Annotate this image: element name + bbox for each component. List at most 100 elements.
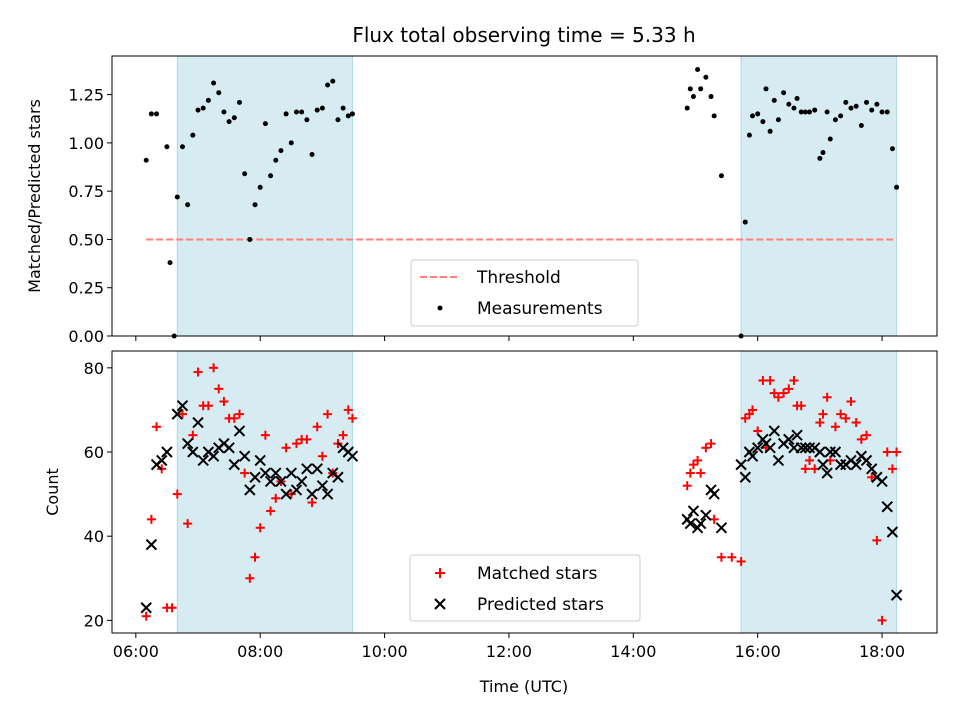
matched-stars-point — [696, 468, 706, 478]
x-stroke-b — [799, 442, 812, 454]
x-stroke-b — [207, 450, 220, 462]
predicted-stars-point — [751, 442, 764, 454]
x-stroke-b — [795, 442, 807, 454]
measurement-point — [216, 90, 222, 96]
count-y-axis: 20 40 60 80 — [84, 359, 112, 630]
shaded-interval — [740, 350, 898, 634]
predicted-stars-point — [207, 450, 220, 462]
x-stroke-b — [715, 522, 728, 534]
matched-stars-point — [862, 430, 872, 440]
measurement-point — [894, 184, 900, 190]
predicted-stars-point — [301, 463, 313, 475]
x-stroke-b — [768, 425, 780, 437]
measurement-point — [174, 194, 180, 200]
matched-stars-point — [877, 615, 887, 625]
measurement-point — [268, 173, 274, 179]
predicted-stars-point — [865, 463, 878, 475]
x-tick-label: 12:00 — [486, 642, 532, 661]
predicted-stars-point — [834, 458, 847, 471]
matched-stars-point — [769, 388, 779, 398]
matched-stars-point — [822, 392, 832, 402]
measurement-point — [185, 202, 191, 208]
y-tick-label: 0.50 — [68, 230, 104, 249]
matched-stars-point — [892, 447, 902, 457]
predicted-stars-point — [270, 467, 282, 479]
x-stroke-b — [346, 450, 359, 462]
measurement-point — [314, 107, 320, 113]
x-stroke-b — [270, 467, 282, 479]
matched-stars-point — [693, 455, 703, 465]
measurement-point — [812, 107, 818, 113]
predicted-stars-point — [306, 488, 318, 500]
measurement-point — [167, 260, 173, 266]
measurement-point — [226, 119, 232, 125]
matched-stars-point — [177, 409, 187, 419]
x-stroke-b — [311, 463, 323, 475]
x-stroke-b — [321, 488, 334, 500]
predicted-stars-point — [795, 442, 807, 454]
measurement-point — [798, 109, 804, 115]
predicted-stars-point — [140, 602, 152, 614]
measurement-point — [200, 105, 206, 111]
measurement-point — [767, 128, 773, 134]
x-stroke-b — [140, 602, 152, 614]
x-tick-label: 06:00 — [113, 642, 159, 661]
x-stroke-b — [181, 437, 194, 450]
measurement-point — [325, 82, 331, 88]
matched-stars-point — [887, 464, 897, 474]
matched-stars-point — [172, 489, 182, 499]
measurement-point — [832, 117, 838, 123]
x-stroke-b — [814, 446, 826, 458]
chart-title: Flux total observing time = 5.33 h — [352, 23, 695, 47]
measurement-point — [771, 97, 777, 103]
x-stroke-b — [285, 467, 298, 479]
x-stroke-b — [700, 509, 712, 521]
matched-stars-point — [836, 409, 846, 419]
x-stroke-b — [275, 475, 287, 488]
matched-stars-point — [271, 493, 281, 503]
ratio-x-ticks — [135, 336, 883, 341]
x-stroke-b — [687, 505, 700, 517]
measurement-point — [711, 113, 717, 119]
matched-stars-point — [688, 460, 698, 470]
predicted-stars-point — [280, 488, 292, 500]
measurement-point — [143, 157, 149, 163]
measurement-point — [690, 94, 696, 100]
measurement-point — [698, 86, 704, 92]
x-stroke-b — [228, 458, 241, 471]
matched-stars-point — [716, 552, 726, 562]
x-stroke-b — [295, 475, 308, 488]
predicted-stars-point — [249, 471, 261, 483]
legend-threshold-label: Threshold — [476, 268, 561, 288]
x-stroke-b — [187, 446, 199, 458]
matched-stars-point — [245, 573, 255, 583]
measurement-point — [791, 105, 797, 111]
measurement-point — [288, 140, 294, 146]
x-stroke-b — [850, 458, 862, 471]
predicted-stars-point — [233, 425, 246, 437]
measurement-point — [299, 109, 305, 115]
matched-stars-point — [255, 523, 265, 533]
predicted-stars-point — [715, 522, 728, 534]
measurement-point — [190, 132, 196, 138]
ratio-y-label: Matched/Predicted stars — [25, 99, 44, 293]
measurement-point — [330, 78, 336, 84]
measurement-point — [231, 115, 237, 121]
matched-stars-point — [682, 481, 692, 491]
x-stroke-b — [739, 471, 751, 483]
measurement-point — [848, 105, 854, 111]
matched-stars-point — [796, 401, 806, 411]
x-stroke-b — [156, 454, 168, 467]
x-stroke-b — [817, 458, 829, 471]
predicted-stars-point — [228, 458, 241, 471]
y-tick-label: 20 — [84, 611, 104, 630]
measurement-point — [349, 111, 355, 117]
matched-stars-point — [753, 426, 763, 436]
matched-stars-point — [856, 434, 866, 444]
matched-stars-point — [846, 397, 856, 407]
measurement-point — [889, 146, 895, 152]
predicted-stars-point — [181, 437, 194, 450]
y-tick-label: 1.25 — [68, 86, 104, 105]
measurement-point — [858, 123, 864, 129]
